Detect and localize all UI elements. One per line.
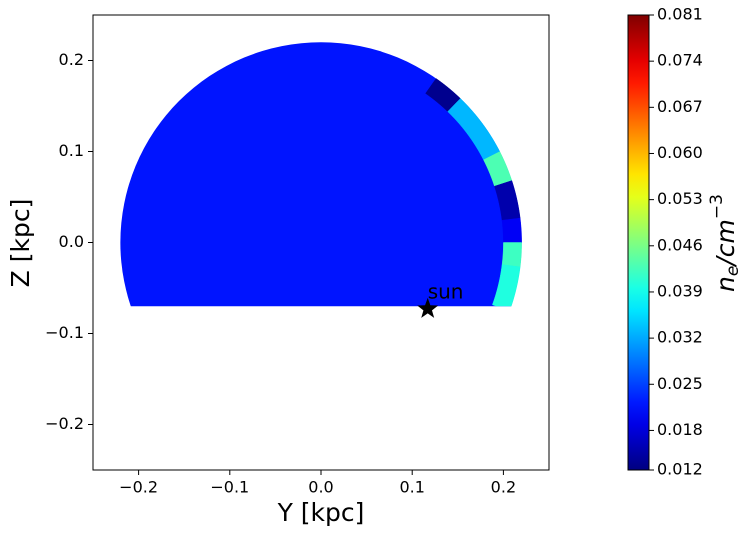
colorbar-tick-label: 0.032 [657,328,703,347]
colorbar-label-sub: e [723,266,743,276]
ring-sector [494,180,521,221]
ring-sector [483,151,513,187]
colorbar-label-mid: /cm [711,219,740,268]
colorbar-tick-label: 0.018 [657,420,703,439]
ring-sector [501,242,522,268]
x-tick-label: −0.2 [119,478,158,497]
colorbar-tick-label: 0.067 [657,97,703,116]
ring-sector [425,78,461,112]
x-tick-label: 0.2 [491,478,516,497]
colorbar-tick-label: 0.060 [657,143,703,162]
colorbar-tick-label: 0.081 [657,5,703,24]
disk [120,42,522,307]
ring-sector [492,264,521,307]
colorbar-label: ne/cm−3 [707,194,743,292]
y-tick-label: 0.1 [59,141,84,160]
colorbar-tick-label: 0.012 [657,460,703,479]
y-tick-label: −0.1 [45,323,84,342]
colorbar-label-sup: −3 [707,194,727,219]
x-tick-label: −0.1 [210,478,249,497]
x-tick-label: 0.0 [308,478,333,497]
colorbar-tick-label: 0.053 [657,189,703,208]
ring-sector [447,98,501,161]
y-axis-title: Z [kpc] [6,199,35,288]
colorbar-tick-label: 0.039 [657,281,703,300]
map [120,42,522,307]
colorbar-tick-label: 0.025 [657,374,703,393]
point-label: sun [428,279,464,303]
y-tick-label: −0.2 [45,414,84,433]
star-marker [417,297,439,318]
x-tick-label: 0.1 [399,478,424,497]
ring-sector [501,217,522,243]
colorbar-label-base: n [711,276,740,292]
y-tick-label: 0.0 [59,232,84,251]
x-axis-title: Y [kpc] [277,498,365,527]
colorbar [627,14,650,471]
colorbar-tick-label: 0.046 [657,235,703,254]
y-tick-label: 0.2 [59,50,84,69]
colorbar-tick-label: 0.074 [657,51,703,70]
